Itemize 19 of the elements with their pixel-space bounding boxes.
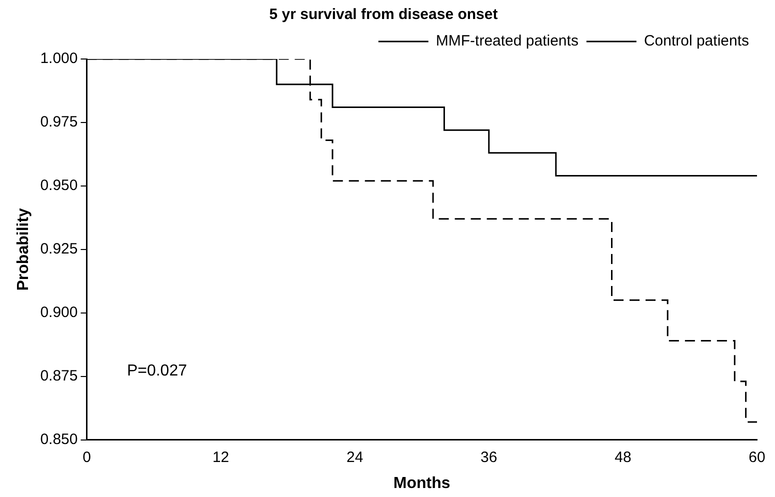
annotation: P=0.027 — [126, 362, 188, 380]
y-tick-label: 0.875 — [40, 367, 78, 384]
y-tick-label: 0.950 — [40, 177, 78, 194]
x-tick-label: 0 — [82, 448, 91, 466]
y-tick-label: 0.975 — [40, 114, 78, 131]
chart-title: 5 yr survival from disease onset — [269, 6, 498, 24]
x-tick-label: 36 — [480, 448, 498, 466]
x-tick-label: 60 — [748, 448, 766, 466]
y-tick-label: 0.900 — [40, 304, 78, 322]
y-axis-title: Probability — [15, 208, 32, 291]
y-tick-label: 0.925 — [40, 240, 78, 258]
x-tick-label: 12 — [212, 448, 230, 466]
x-tick-label: 24 — [346, 448, 364, 466]
x-tick-label: 48 — [614, 448, 632, 466]
y-tick-label: 1.000 — [40, 50, 78, 68]
x-axis-title: Months — [393, 474, 450, 492]
y-tick-label: 0.850 — [40, 430, 78, 448]
legend-label: Control patients — [644, 32, 750, 50]
legend-label: MMF-treated patients — [436, 32, 578, 50]
